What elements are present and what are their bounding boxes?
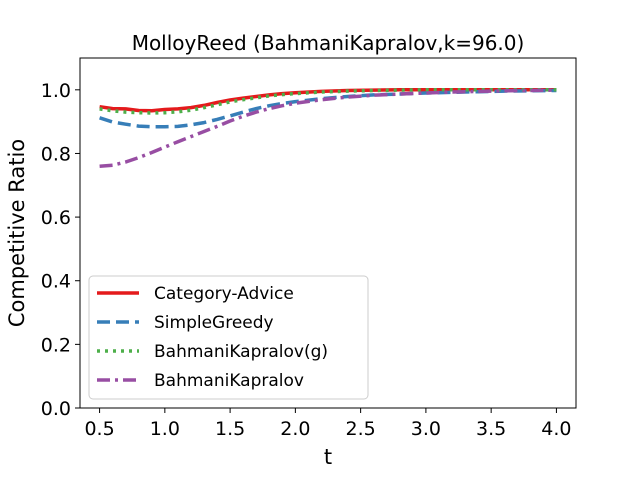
series-lines bbox=[99, 88, 557, 168]
legend-box bbox=[88, 275, 369, 400]
x-axis: 0.5 1.0 1.5 2.0 2.5 3.0 3.5 4.0 bbox=[84, 408, 572, 440]
y-tick-label: 0.8 bbox=[41, 143, 71, 165]
x-tick-label: 2.5 bbox=[346, 418, 376, 440]
x-tick-label: 3.0 bbox=[411, 418, 441, 440]
y-tick-label: 0.2 bbox=[41, 334, 71, 356]
y-tick-label: 0.0 bbox=[41, 398, 71, 420]
y-tick-label: 0.6 bbox=[41, 207, 71, 229]
legend-label: Category-Advice bbox=[154, 284, 294, 304]
series-line-category-advice bbox=[99, 88, 557, 113]
x-tick-label: 1.5 bbox=[215, 418, 245, 440]
y-axis: 0.0 0.2 0.4 0.6 0.8 1.0 bbox=[41, 80, 80, 420]
x-tick-label: 1.0 bbox=[150, 418, 180, 440]
x-tick-label: 4.0 bbox=[541, 418, 571, 440]
legend: Category-Advice SimpleGreedy BahmaniKapral… bbox=[88, 275, 369, 400]
x-axis-label: t bbox=[324, 445, 332, 469]
x-tick-label: 3.5 bbox=[476, 418, 506, 440]
y-tick-label: 1.0 bbox=[41, 80, 71, 102]
series-line-simplegreedy bbox=[99, 88, 557, 129]
legend-label: BahmaniKapralov bbox=[154, 371, 304, 391]
x-tick-label: 0.5 bbox=[84, 418, 114, 440]
y-tick-label: 0.4 bbox=[41, 271, 71, 293]
series-line-bahmanikapralov bbox=[99, 88, 557, 168]
legend-label: SimpleGreedy bbox=[154, 313, 274, 333]
plot-frame bbox=[79, 57, 577, 409]
chart-title: MolloyReed (BahmaniKapralov,k=96.0) bbox=[132, 31, 525, 55]
legend-label: BahmaniKapralov(g) bbox=[154, 342, 328, 362]
x-tick-label: 2.0 bbox=[280, 418, 310, 440]
y-axis-label: Competitive Ratio bbox=[5, 139, 29, 327]
